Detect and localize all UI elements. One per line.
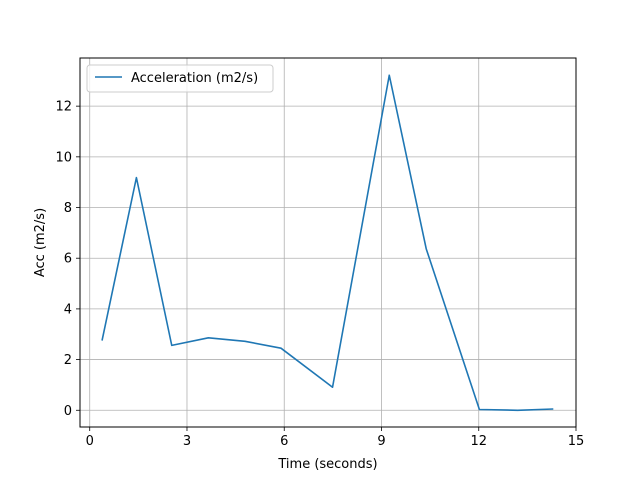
plot-frame (79, 57, 577, 428)
y-tick-label: 2 (64, 353, 72, 368)
axis-ticks: 0 3 6 9 12 15 0 2 4 6 8 10 12 (55, 100, 584, 449)
data-point (280, 347, 282, 349)
y-tick-label: 6 (64, 252, 72, 267)
x-tick-label: 12 (470, 434, 487, 449)
data-point (171, 345, 173, 347)
x-tick-label: 3 (183, 434, 191, 449)
series-layer (101, 74, 555, 412)
y-tick-label: 8 (64, 201, 72, 216)
data-point (101, 340, 103, 342)
x-axis-label: Time (seconds) (277, 457, 377, 472)
x-tick-label: 9 (377, 434, 385, 449)
data-point (517, 409, 519, 411)
y-axis-label: Acc (m2/s) (33, 208, 48, 277)
y-tick-label: 12 (55, 100, 72, 115)
data-point (425, 248, 427, 250)
data-point (136, 177, 138, 179)
legend-box (86, 64, 274, 93)
x-tick-label: 6 (280, 434, 288, 449)
data-point (244, 341, 246, 343)
x-tick-label: 0 (86, 434, 94, 449)
y-tick-label: 10 (55, 150, 72, 165)
data-point (332, 386, 334, 388)
data-point (553, 408, 555, 410)
grid-lines (80, 58, 577, 427)
y-tick-label: 4 (64, 302, 72, 317)
x-tick-label: 15 (568, 434, 585, 449)
data-point (208, 337, 210, 339)
legend: Acceleration (m2/s) (86, 64, 274, 93)
y-tick-label: 0 (64, 404, 72, 419)
series-line (101, 74, 554, 412)
data-point (388, 74, 390, 76)
legend-label: Acceleration (m2/s) (131, 71, 258, 86)
data-point (479, 409, 481, 411)
